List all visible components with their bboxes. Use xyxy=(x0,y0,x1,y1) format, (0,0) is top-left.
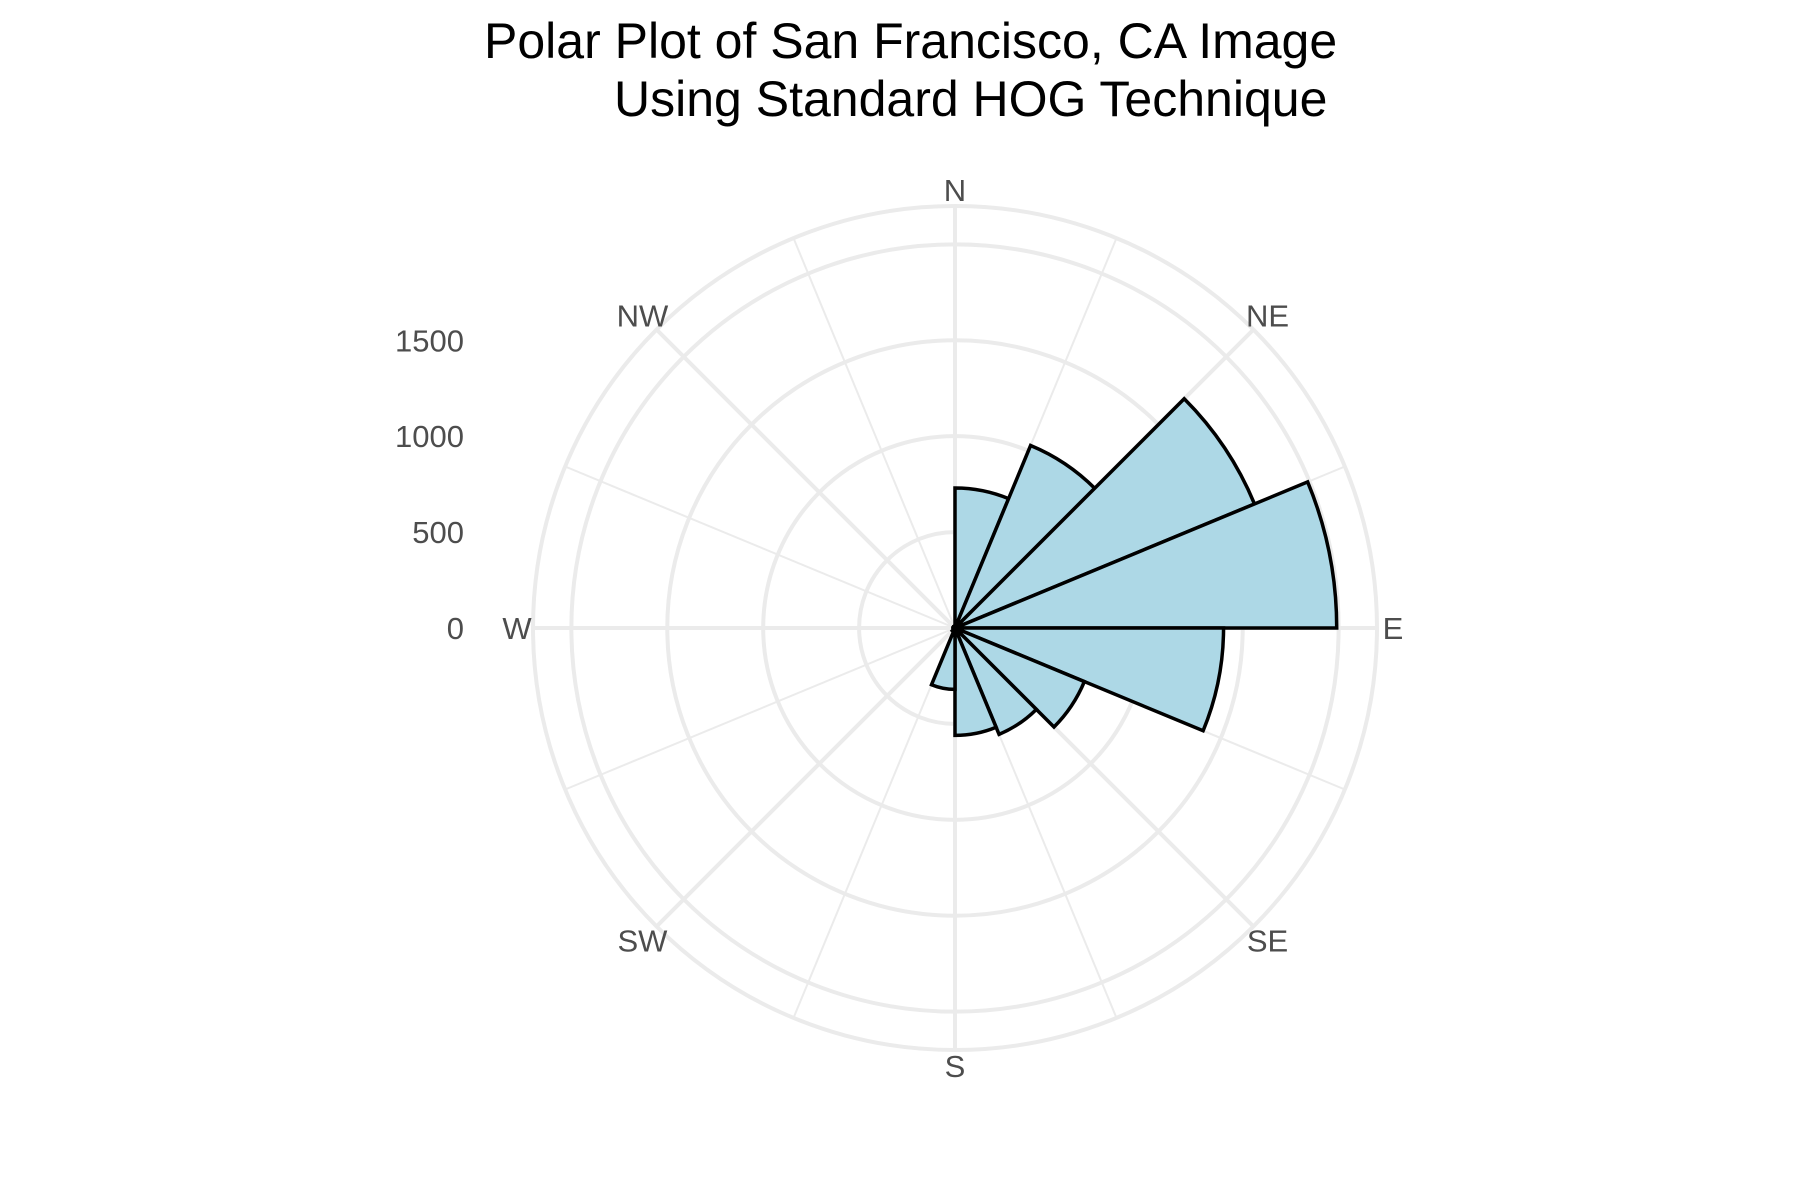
direction-label-se: SE xyxy=(1247,924,1288,959)
polar-bar-7 xyxy=(953,627,999,738)
direction-label-w: W xyxy=(502,611,532,646)
polar-bar-5 xyxy=(953,626,1087,730)
radial-tick-label-1: 500 xyxy=(412,515,464,550)
radial-tick-label-2: 1000 xyxy=(395,419,464,454)
grid-spoke-10 xyxy=(655,626,957,928)
direction-label-nw: NW xyxy=(617,298,669,333)
chart-title-line-2: Using Standard HOG Technique xyxy=(614,71,1328,127)
polar-bar-4 xyxy=(954,626,1226,734)
direction-label-ne: NE xyxy=(1246,298,1289,333)
grid-spoke-15 xyxy=(792,237,956,629)
direction-label-e: E xyxy=(1383,611,1404,646)
polar-bars xyxy=(929,396,1339,738)
grid-spoke-13 xyxy=(564,465,956,629)
grid-spoke-14 xyxy=(655,328,957,630)
chart-title-line-1: Polar Plot of San Francisco, CA Image xyxy=(484,13,1338,69)
polar-bar-6 xyxy=(953,626,1039,737)
polar-bar-2 xyxy=(953,396,1257,630)
polar-bar-15 xyxy=(951,624,957,629)
grid-spoke-9 xyxy=(792,627,956,1019)
polar-bar-3 xyxy=(954,479,1339,630)
polar-bar-8 xyxy=(929,627,957,692)
direction-label-sw: SW xyxy=(617,924,668,959)
radial-tick-label-3: 1500 xyxy=(395,323,464,358)
radial-tick-label-0: 0 xyxy=(447,611,464,646)
grid-spoke-11 xyxy=(564,627,956,791)
direction-label-n: N xyxy=(944,173,966,208)
axis-labels: N NE E SE S SW W NW 0 500 1000 1500 xyxy=(395,173,1403,1084)
direction-label-s: S xyxy=(945,1049,966,1084)
